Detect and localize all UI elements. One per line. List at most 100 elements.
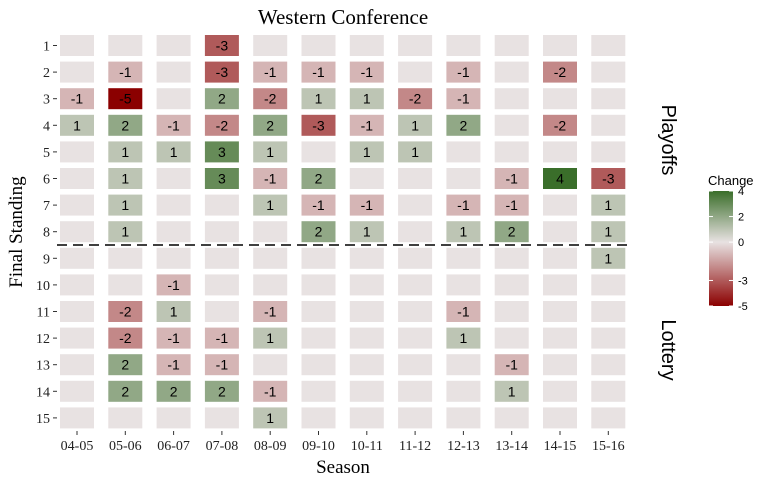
heatmap-cell [494,141,529,163]
cell-value-label: -3 [216,64,229,80]
heatmap-cell [253,301,288,322]
heatmap-cell [253,88,288,110]
heatmap-cell [591,301,626,322]
heatmap-cell [349,247,384,269]
heatmap-cell [60,247,94,269]
cell-value-label: -1 [264,383,277,399]
heatmap-cell [108,380,143,402]
heatmap-cell [494,114,529,136]
cell-value-label: 1 [266,410,274,426]
heatmap-cell [591,88,626,110]
x-axis-label: Season [316,457,370,478]
heatmap-cell [301,194,336,216]
heatmap-cell [446,114,481,136]
x-tick-label: 07-08 [206,439,239,454]
heatmap-cell [204,168,239,189]
heatmap-cell [301,380,336,402]
cell-value-label: 2 [315,171,323,187]
x-tick-label: 04-05 [61,439,94,454]
heatmap-cell [446,168,481,189]
heatmap-cell [591,35,626,56]
cell-value-label: 2 [218,383,226,399]
cell-value-label: 1 [363,224,371,240]
cell-value-label: 1 [604,197,612,213]
heatmap-cell [446,274,481,296]
heatmap-cell [543,247,577,269]
heatmap-cell [108,141,143,163]
heatmap-cell [398,88,433,110]
heatmap-cell [543,274,577,296]
heatmap-cell [494,380,529,402]
heatmap-cell [591,221,626,243]
cell-value-label: 1 [170,304,178,320]
heatmap-cell [349,380,384,402]
cell-value-label: 2 [121,383,129,399]
cell-value-label: -3 [216,38,229,54]
cell-value-label: -2 [409,91,422,107]
heatmap-cell [543,141,577,163]
cell-value-label: 1 [604,250,612,266]
chart-title: Western Conference [258,5,428,29]
heatmap-cell [543,168,577,189]
x-tick-label: 13-14 [495,439,528,454]
cell-value-label: 2 [266,117,274,133]
heatmap-cell [253,380,288,402]
heatmap-cell [301,247,336,269]
heatmap-cell [591,61,626,83]
cell-value-label: 1 [604,224,612,240]
legend-colorbar [709,191,733,306]
heatmap-cell [156,221,191,243]
heatmap-cell [204,247,239,269]
heatmap-cell [398,168,433,189]
cell-value-label: 2 [170,383,178,399]
heatmap-cell [301,301,336,322]
heatmap-cell [591,354,626,376]
cell-value-label: -2 [216,117,229,133]
cell-value-label: -3 [312,117,325,133]
heatmap-cell [60,221,94,243]
heatmap-cell [253,35,288,56]
cell-value-label: -2 [264,91,277,107]
heatmap-cell [60,168,94,189]
heatmap-cell [591,274,626,296]
cell-value-label: -1 [264,304,277,320]
heatmap-cell [446,221,481,243]
x-tick-label: 05-06 [109,439,142,454]
heatmap-cell [204,407,239,429]
y-tick-label: 8 [43,226,50,241]
cell-value-label: 1 [508,383,516,399]
cell-value-label: -1 [119,64,132,80]
cell-value-label: 1 [266,330,274,346]
cell-value-label: -1 [312,64,325,80]
heatmap-cell [398,380,433,402]
heatmap-cell [494,168,529,189]
cell-value-label: -1 [312,197,325,213]
heatmap-cell [398,327,433,349]
cell-value-label: 2 [460,117,468,133]
heatmap-cell [591,168,626,189]
x-tick-label: 09-10 [302,439,335,454]
y-tick-label: 9 [43,252,50,267]
y-tick-label: 5 [43,146,50,161]
heatmap-cell [108,168,143,189]
cell-value-label: 2 [315,224,323,240]
cell-value-label: -1 [361,197,374,213]
cell-value-label: 1 [121,171,129,187]
heatmap-cell [494,35,529,56]
heatmap-cell [253,274,288,296]
cell-value-label: 1 [121,144,129,160]
heatmap-cell [349,274,384,296]
cell-value-label: -1 [505,197,518,213]
heatmap-cell [349,141,384,163]
heatmap-cell [156,327,191,349]
heatmap-cell [301,354,336,376]
heatmap-cell [108,194,143,216]
heatmap-grid: -3 -1 -3 -1 -1 -1 -1 -2 -1 -5 2 -2 1 1 -2 -1 1 2 -1 -2 2 -3 -1… [60,35,626,429]
heatmap-cell [108,327,143,349]
heatmap-cell [108,274,143,296]
cell-value-label: 4 [556,171,564,187]
cell-value-label: 1 [411,117,419,133]
heatmap-cell [204,327,239,349]
heatmap-cell [253,168,288,189]
